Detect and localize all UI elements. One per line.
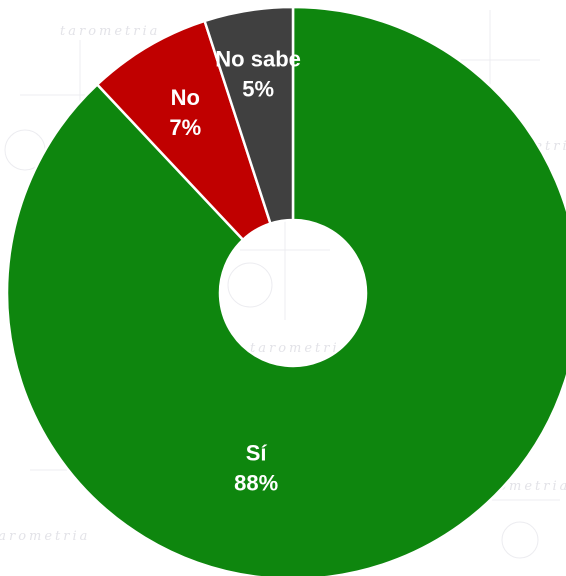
- slice-label-no: No: [171, 85, 200, 110]
- slice-value-no: 7%: [169, 115, 201, 140]
- svg-text:tarometria: tarometria: [0, 529, 90, 544]
- svg-text:tarometria: tarometria: [250, 341, 350, 356]
- slice-value-si: 88%: [234, 470, 278, 495]
- slice-label-si: Sí: [246, 440, 268, 465]
- slice-label-no-sabe: No sabe: [215, 47, 301, 72]
- labels-group: Sí 88% No 7% No sabe 5%: [169, 47, 301, 496]
- svg-text:tarometria: tarometria: [60, 24, 160, 39]
- slices-group: [5, 5, 566, 576]
- slice-value-no-sabe: 5%: [242, 77, 274, 102]
- slice-no-sabe: [203, 5, 295, 225]
- slice-si: [5, 5, 566, 576]
